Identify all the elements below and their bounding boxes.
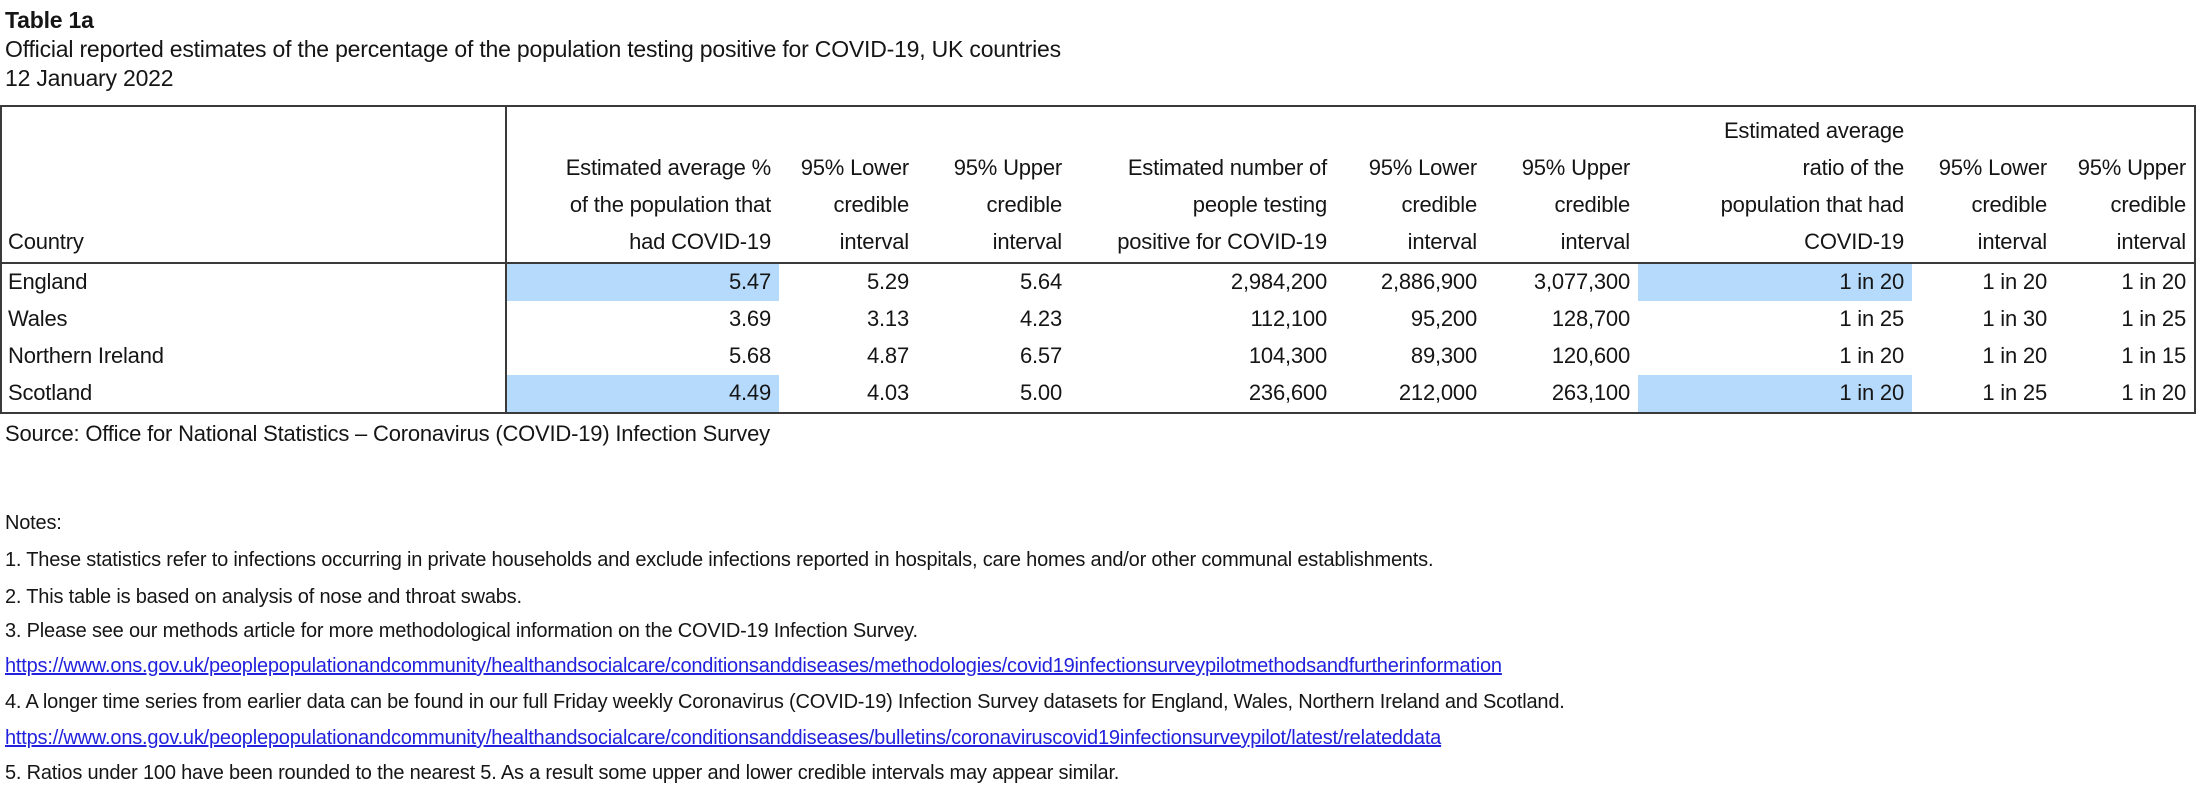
country-cell: Northern Ireland xyxy=(2,338,507,375)
table-cell: 1 in 15 xyxy=(2121,343,2186,368)
page-title: Table 1a xyxy=(5,7,94,33)
source-text: Source: Office for National Statistics –… xyxy=(5,421,770,446)
notes-label: Notes: xyxy=(5,512,62,534)
column-header-estimated-percent: Estimated average % of the population th… xyxy=(507,107,779,264)
table-cell: 5.68 xyxy=(728,343,771,368)
table-cell: 4.23 xyxy=(1019,306,1062,331)
table-cell: 1 in 25 xyxy=(1982,380,2047,405)
table-cell: 3.13 xyxy=(866,306,909,331)
table-cell: 1 in 20 xyxy=(1638,264,1912,301)
table-cell: 1 in 25 xyxy=(1839,306,1904,331)
column-header-number-lower-ci: 95% Lower credible interval xyxy=(1335,107,1485,264)
note-item-5: 5. Ratios under 100 have been rounded to… xyxy=(5,762,1120,784)
related-data-link[interactable]: https://www.ons.gov.uk/peoplepopulationa… xyxy=(5,727,1442,749)
table-cell: 5.47 xyxy=(507,264,779,301)
country-cell: England xyxy=(2,264,507,301)
country-cell: Scotland xyxy=(2,375,507,412)
table-cell: 1 in 20 xyxy=(1839,343,1904,368)
column-header-estimated-number: Estimated number of people testing posit… xyxy=(1070,107,1335,264)
table-cell: 5.29 xyxy=(866,269,909,294)
table-cell: 6.57 xyxy=(1019,343,1062,368)
column-header-ratio-lower-ci: 95% Lower credible interval xyxy=(1912,107,2055,264)
data-table: Country Estimated average % of the popul… xyxy=(0,105,2196,414)
table-cell: 2,886,900 xyxy=(1380,269,1477,294)
note-item-2: 2. This table is based on analysis of no… xyxy=(5,586,522,608)
methods-article-link[interactable]: https://www.ons.gov.uk/peoplepopulationa… xyxy=(5,655,1502,677)
page-subtitle: Official reported estimates of the perce… xyxy=(5,36,1061,62)
table-cell: 236,600 xyxy=(1248,380,1327,405)
table-cell: 5.64 xyxy=(1019,269,1062,294)
table-cell: 2,984,200 xyxy=(1230,269,1327,294)
table-cell: 1 in 20 xyxy=(1638,375,1912,412)
table-cell: 3,077,300 xyxy=(1533,269,1630,294)
table-cell: 1 in 25 xyxy=(2121,306,2186,331)
table-cell: 104,300 xyxy=(1248,343,1327,368)
column-header-ratio-upper-ci: 95% Upper credible interval xyxy=(2055,107,2194,264)
table-cell: 1 in 20 xyxy=(1982,343,2047,368)
table-cell: 4.03 xyxy=(866,380,909,405)
table-cell: 95,200 xyxy=(1410,306,1477,331)
column-header-percent-upper-ci: 95% Upper credible interval xyxy=(917,107,1070,264)
table-cell: 1 in 20 xyxy=(1982,269,2047,294)
table-cell: 3.69 xyxy=(728,306,771,331)
column-header-estimated-ratio: Estimated average ratio of the populatio… xyxy=(1638,107,1912,264)
table-cell: 263,100 xyxy=(1551,380,1630,405)
table-cell: 120,600 xyxy=(1551,343,1630,368)
column-header-country: Country xyxy=(2,107,507,264)
column-header-percent-lower-ci: 95% Lower credible interval xyxy=(779,107,917,264)
page-date: 12 January 2022 xyxy=(5,65,174,91)
country-cell: Wales xyxy=(2,301,507,338)
table-cell: 4.49 xyxy=(507,375,779,412)
table-cell: 128,700 xyxy=(1551,306,1630,331)
note-item-1: 1. These statistics refer to infections … xyxy=(5,549,1434,571)
table-cell: 1 in 20 xyxy=(2121,380,2186,405)
table-cell: 5.00 xyxy=(1019,380,1062,405)
table-cell: 212,000 xyxy=(1398,380,1477,405)
note-item-4: 4. A longer time series from earlier dat… xyxy=(5,691,1565,713)
table-cell: 1 in 20 xyxy=(2121,269,2186,294)
note-item-3: 3. Please see our methods article for mo… xyxy=(5,620,918,642)
table-cell: 4.87 xyxy=(866,343,909,368)
table-cell: 1 in 30 xyxy=(1982,306,2047,331)
column-header-number-upper-ci: 95% Upper credible interval xyxy=(1485,107,1638,264)
table-cell: 89,300 xyxy=(1410,343,1477,368)
table-cell: 112,100 xyxy=(1250,306,1328,331)
